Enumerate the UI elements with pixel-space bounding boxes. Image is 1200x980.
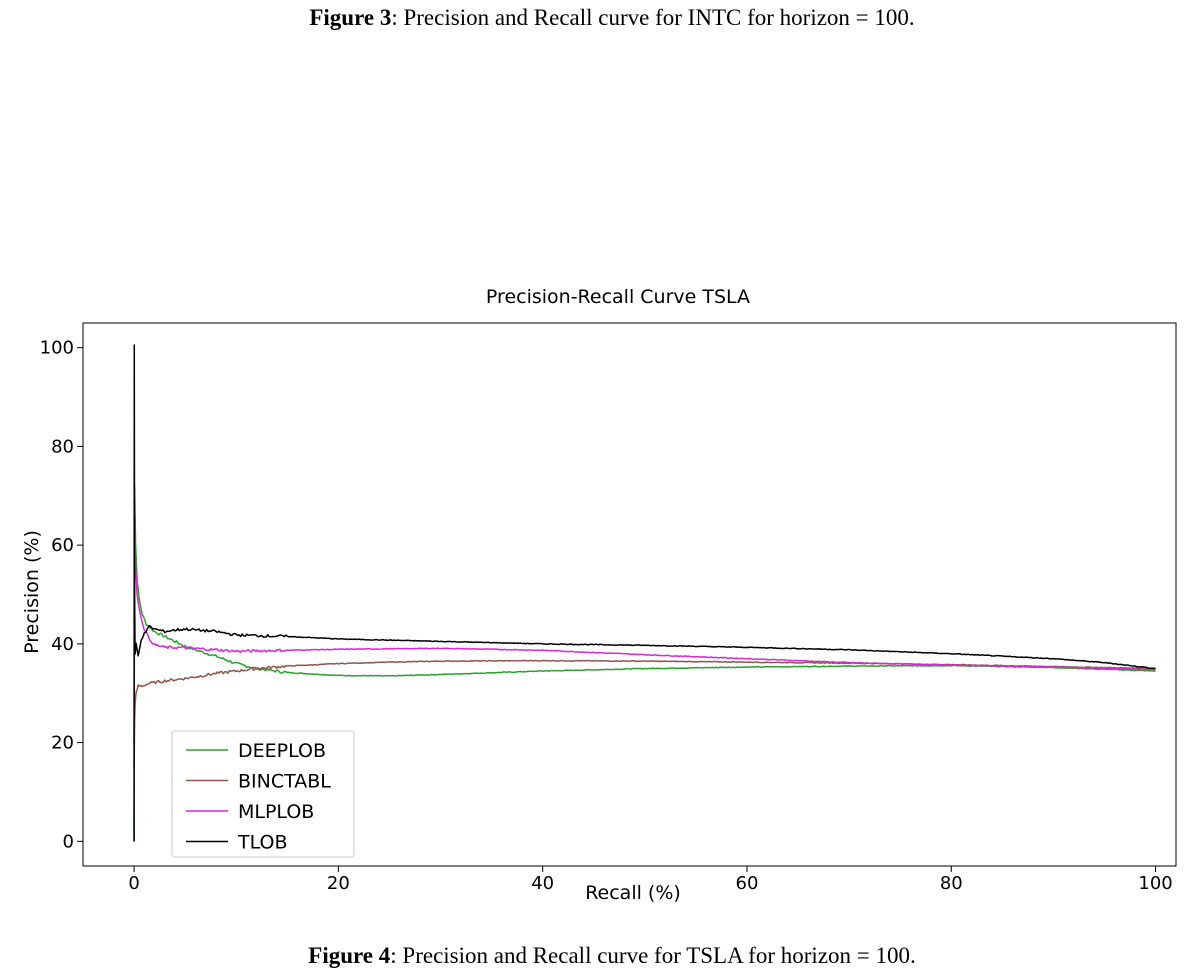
figure-3-label: Figure 3 — [309, 5, 392, 30]
figure-4-label: Figure 4 — [308, 943, 391, 968]
x-tick-label: 60 — [736, 873, 759, 894]
x-tick-label: 100 — [1138, 873, 1172, 894]
x-tick-label: 80 — [940, 873, 963, 894]
x-tick-label: 40 — [531, 873, 554, 894]
legend-label: BINCTABL — [238, 771, 331, 793]
y-tick-label: 100 — [40, 338, 74, 359]
plot-area — [82, 322, 1177, 867]
x-tick-label: 20 — [327, 873, 350, 894]
legend-label: MLPLOB — [238, 801, 314, 823]
figure-4-text: : Precision and Recall curve for TSLA fo… — [390, 943, 916, 968]
series-line-mlplob — [133, 515, 1156, 744]
legend-box — [171, 730, 355, 858]
axis-ticks: 0 20 40 60 80 100 0 20 40 60 80 100 — [40, 338, 1173, 894]
y-tick-label: 60 — [51, 535, 74, 556]
figure-3-caption: Figure 3: Precision and Recall curve for… — [12, 5, 1200, 31]
figure-3-text: : Precision and Recall curve for INTC fo… — [391, 5, 915, 30]
y-axis-label: Precision (%) — [21, 530, 43, 654]
y-tick-label: 80 — [51, 436, 74, 457]
chart-legend: DEEPLOB BINCTABL MLPLOB TLOB — [171, 730, 355, 858]
y-tick-label: 20 — [51, 733, 74, 754]
x-axis-label: Recall (%) — [585, 882, 681, 904]
legend-label: DEEPLOB — [238, 740, 326, 762]
legend-label: TLOB — [237, 832, 288, 854]
series-lines — [133, 344, 1156, 842]
chart-title: Precision-Recall Curve TSLA — [486, 286, 750, 308]
y-tick-label: 0 — [63, 831, 74, 852]
x-tick-label: 0 — [128, 873, 139, 894]
figure-4-caption: Figure 4: Precision and Recall curve for… — [12, 943, 1200, 969]
y-tick-label: 40 — [51, 634, 74, 655]
series-line-tlob — [133, 344, 1156, 842]
